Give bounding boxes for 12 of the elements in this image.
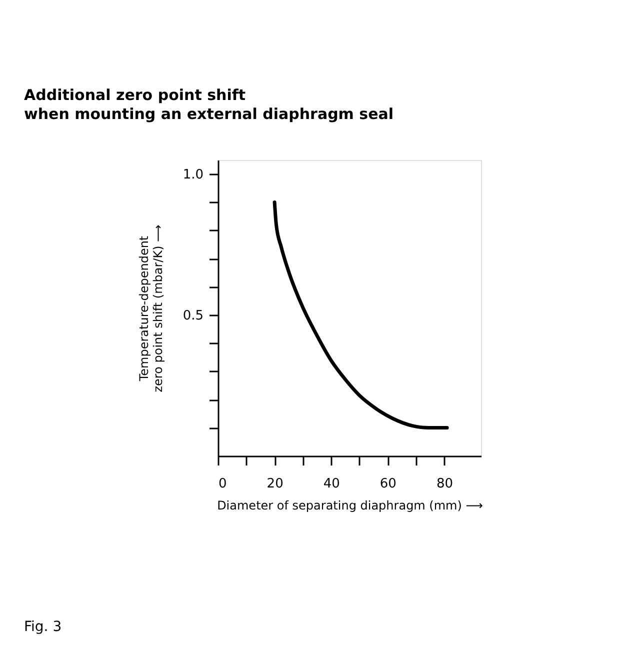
x-tick-label: 80 — [436, 476, 454, 492]
x-tick-label: 20 — [266, 476, 284, 492]
y-tick-label: 0.5 — [182, 308, 204, 324]
chart-title: Additional zero point shift when mounting an external diaphragm seal — [24, 86, 394, 123]
caption: Fig. 3 — [24, 619, 62, 635]
x-axis-title: Diameter of separating diaphragm (mm) ⟶ — [217, 498, 483, 512]
x-tick-label: 60 — [380, 476, 396, 492]
line-series — [272, 200, 449, 430]
x-tick-label: 0 — [218, 476, 227, 492]
x-tick-label: 40 — [323, 476, 340, 492]
y-tick-label: 1.0 — [182, 168, 204, 183]
y-axis-title: Temperature-dependent zero point shift (mbar/K) ⟶ — [136, 224, 165, 392]
